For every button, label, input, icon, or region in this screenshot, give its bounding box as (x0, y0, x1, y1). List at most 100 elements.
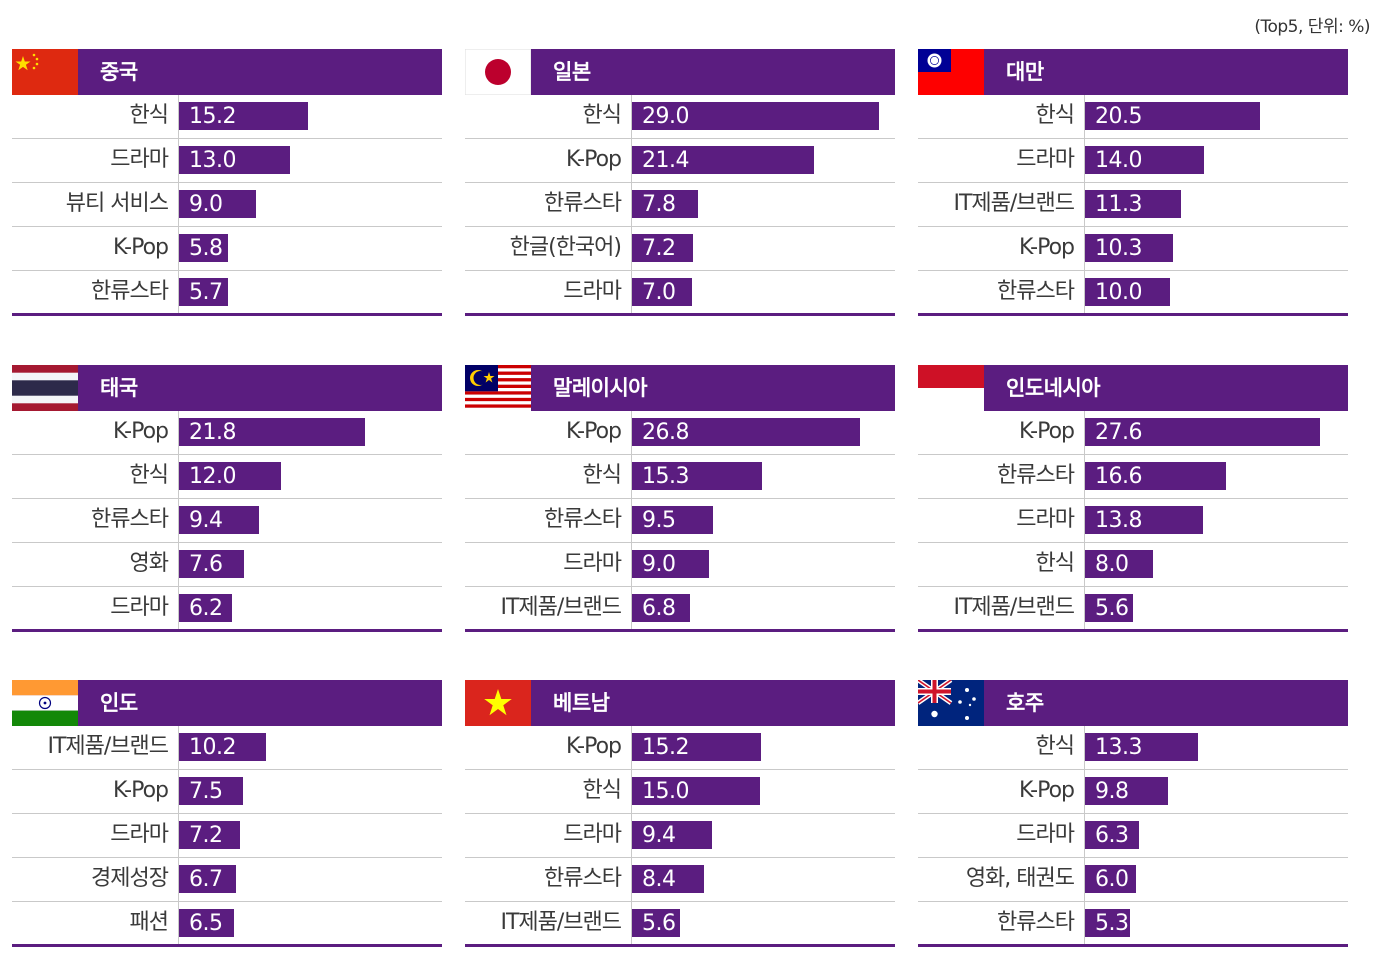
bar-area: 7.0 (631, 271, 896, 313)
bar (1085, 733, 1198, 761)
chart-row: 한류스타 10.0 (918, 271, 1348, 316)
chart-row: 뷰티 서비스 9.0 (12, 183, 442, 227)
indonesia-flag-icon (918, 365, 984, 411)
chart-header: 베트남 (465, 680, 895, 726)
chart-row: 한식 15.3 (465, 455, 895, 499)
chart-row: K-Pop 27.6 (918, 411, 1348, 455)
bar-value-label: 29.0 (642, 104, 689, 129)
bar-value-label: 15.0 (642, 779, 689, 804)
bar (1085, 146, 1204, 174)
bar-area: 7.2 (631, 227, 896, 270)
bar-area: 12.0 (178, 455, 443, 498)
bar-area: 10.0 (1084, 271, 1349, 313)
bar (179, 865, 236, 893)
bar-value-label: 6.2 (189, 596, 223, 621)
chart-row: 드라마 9.0 (465, 543, 895, 587)
chart-row: 한식 15.0 (465, 770, 895, 814)
category-label: 영화, 태권도 (965, 866, 1075, 891)
bar (179, 278, 228, 306)
bar-area: 10.3 (1084, 227, 1349, 270)
category-label: 패션 (129, 910, 169, 935)
bar (179, 550, 244, 578)
bar (1085, 234, 1173, 262)
chart-title: 인도네시아 (1006, 376, 1101, 400)
country-chart: 태국 K-Pop 21.8 한식 12.0 한류스타 9.4 영화 7.6 드라마 6.2 (12, 365, 442, 632)
country-chart: 호주 한식 13.3 K-Pop 9.8 드라마 6.3 영화, 태권도 6.0 한류스타 5.3 (918, 680, 1348, 947)
bar-value-label: 5.6 (1095, 596, 1129, 621)
bar (179, 733, 266, 761)
bar-value-label: 5.8 (189, 236, 223, 261)
bar (1085, 462, 1226, 490)
bar (1085, 418, 1320, 446)
chart-header: 인도 (12, 680, 442, 726)
bar-area: 16.6 (1084, 455, 1349, 498)
chart-header: 호주 (918, 680, 1348, 726)
bar (632, 594, 690, 622)
category-label: 한류스타 (997, 910, 1075, 935)
bar-value-label: 12.0 (189, 464, 236, 489)
category-label: K-Pop (113, 419, 169, 444)
bar (632, 821, 712, 849)
bar-value-label: 8.0 (1095, 552, 1129, 577)
bar-value-label: 7.2 (642, 236, 676, 261)
bar (632, 418, 860, 446)
category-label: 영화 (129, 551, 169, 576)
bar-value-label: 13.0 (189, 148, 236, 173)
chart-row: 한식 8.0 (918, 543, 1348, 587)
bar-value-label: 9.8 (1095, 779, 1129, 804)
bar (179, 234, 228, 262)
chart-header: 인도네시아 (918, 365, 1348, 411)
bar-area: 9.5 (631, 499, 896, 542)
chart-row: 드라마 13.0 (12, 139, 442, 183)
vietnam-flag-icon (465, 680, 531, 726)
bar (1085, 102, 1260, 130)
bar-area: 6.8 (631, 587, 896, 629)
category-label: 한식 (129, 463, 169, 488)
category-label: 드라마 (110, 595, 169, 620)
bar-area: 26.8 (631, 411, 896, 454)
bar (632, 234, 693, 262)
category-label: 한류스타 (544, 507, 622, 532)
category-label: K-Pop (566, 419, 622, 444)
bar (632, 777, 760, 805)
chart-row: K-Pop 21.4 (465, 139, 895, 183)
category-label: 한식 (1035, 734, 1075, 759)
bar-value-label: 11.3 (1095, 192, 1142, 217)
bar-area: 9.0 (631, 543, 896, 586)
bar-area: 5.6 (1084, 587, 1349, 629)
chart-title: 일본 (553, 60, 591, 84)
bar-area: 5.7 (178, 271, 443, 313)
category-label: 한류스타 (544, 866, 622, 891)
chart-title: 태국 (100, 376, 138, 400)
bar (1085, 506, 1203, 534)
bar (179, 146, 290, 174)
chart-title: 중국 (100, 60, 138, 84)
bar-value-label: 7.2 (189, 823, 223, 848)
bar-value-label: 10.2 (189, 735, 236, 760)
bar-value-label: 5.6 (642, 911, 676, 936)
chart-row: K-Pop 5.8 (12, 227, 442, 271)
bar (1085, 909, 1130, 937)
bar (1085, 594, 1133, 622)
bar-area: 6.0 (1084, 858, 1349, 901)
category-label: 뷰티 서비스 (65, 191, 169, 216)
bar-area: 27.6 (1084, 411, 1349, 454)
chart-row: 한류스타 5.3 (918, 902, 1348, 947)
bar-value-label: 6.8 (642, 596, 676, 621)
chart-row: K-Pop 26.8 (465, 411, 895, 455)
bar-value-label: 7.6 (189, 552, 223, 577)
bar-value-label: 21.4 (642, 148, 689, 173)
bar-value-label: 13.8 (1095, 508, 1142, 533)
chart-row: K-Pop 7.5 (12, 770, 442, 814)
category-label: 한식 (582, 103, 622, 128)
category-label: K-Pop (566, 147, 622, 172)
bar-value-label: 7.5 (189, 779, 223, 804)
bar (179, 190, 256, 218)
bar (1085, 865, 1136, 893)
chart-row: K-Pop 21.8 (12, 411, 442, 455)
bar (632, 278, 692, 306)
bar-area: 13.3 (1084, 726, 1349, 769)
category-label: 드라마 (1016, 147, 1075, 172)
bar-area: 21.4 (631, 139, 896, 182)
bar (1085, 278, 1170, 306)
